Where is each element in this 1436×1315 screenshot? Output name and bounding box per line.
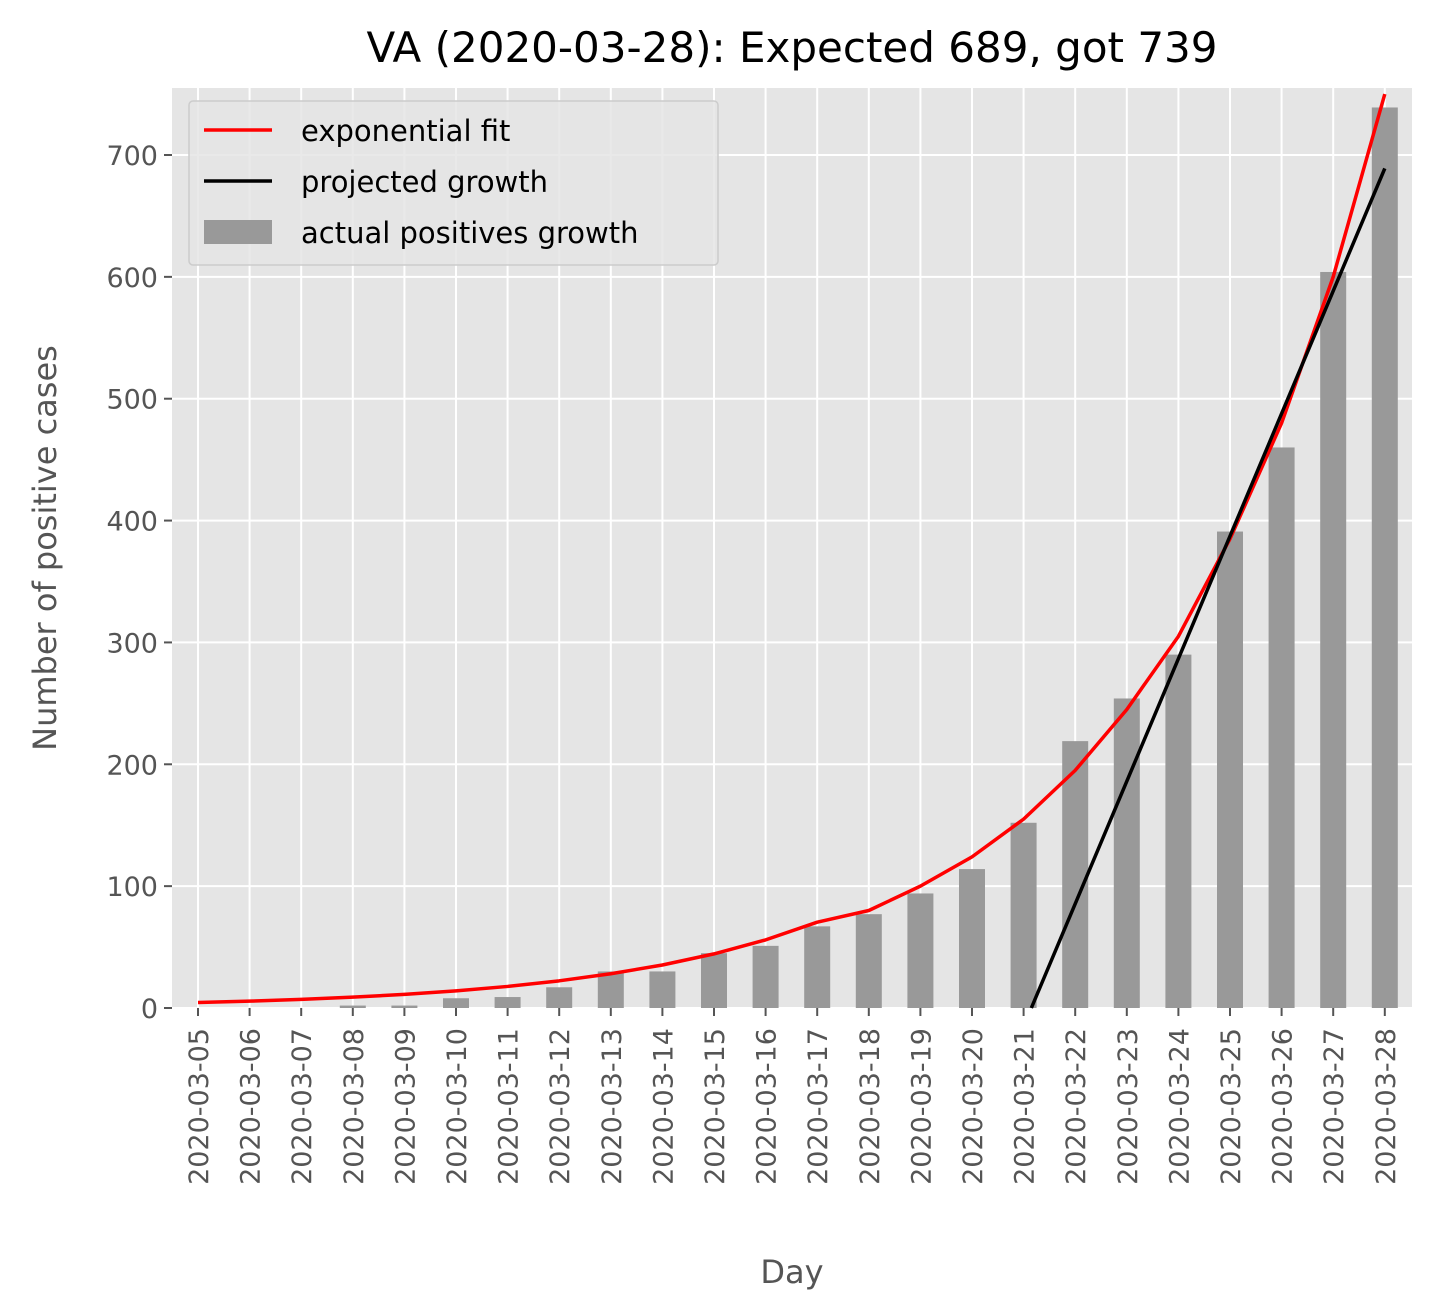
bar [1113, 698, 1140, 1008]
y-tick-label: 0 [141, 994, 158, 1025]
legend-label-actual-positives-growth: actual positives growth [301, 216, 639, 250]
bar [804, 926, 831, 1008]
exponential-fit-line [197, 93, 1387, 1005]
x-tick-label: 2020-03-16 [752, 1028, 783, 1185]
x-tick-label: 2020-03-23 [1113, 1028, 1144, 1185]
bar [1371, 107, 1398, 1009]
x-tick-label: 2020-03-19 [906, 1028, 937, 1185]
y-tick-label: 300 [106, 628, 158, 659]
legend: exponential fit projected growth actual … [188, 100, 719, 266]
x-axis-label: Day [760, 1253, 823, 1291]
bar [1010, 822, 1037, 1008]
x-tick-label: 2020-03-20 [958, 1028, 989, 1185]
x-tick-label: 2020-03-27 [1319, 1028, 1350, 1185]
bar [752, 945, 779, 1008]
y-tick-label: 700 [106, 141, 158, 172]
bar [959, 869, 985, 1008]
y-tick-label: 200 [106, 750, 158, 781]
line-series [197, 93, 1387, 1009]
x-tick-label: 2020-03-17 [803, 1028, 834, 1185]
x-tick-label: 2020-03-18 [855, 1028, 886, 1185]
y-axis-ticks: 0 100 200 300 400 500 600 700 [106, 141, 172, 1025]
bar [546, 987, 573, 1008]
x-tick-label: 2020-03-11 [494, 1028, 525, 1185]
x-tick-label: 2020-03-22 [1061, 1028, 1092, 1185]
bar [1165, 654, 1192, 1008]
x-tick-label: 2020-03-13 [597, 1028, 628, 1185]
bar [1268, 447, 1295, 1008]
x-tick-label: 2020-03-14 [648, 1028, 679, 1185]
legend-swatch-actual-positives-growth [204, 220, 272, 244]
bar [907, 893, 934, 1008]
x-tick-label: 2020-03-07 [287, 1028, 318, 1185]
x-tick-label: 2020-03-08 [339, 1028, 370, 1185]
bar [649, 971, 676, 1008]
x-tick-label: 2020-03-28 [1371, 1028, 1402, 1185]
legend-box [188, 100, 719, 266]
y-tick-label: 600 [106, 263, 158, 294]
bar [443, 998, 469, 1008]
legend-label-exponential-fit: exponential fit [301, 114, 510, 148]
bar [391, 1005, 418, 1008]
x-tick-label: 2020-03-24 [1164, 1028, 1195, 1185]
x-axis-ticks: 2020-03-05 2020-03-06 2020-03-07 2020-03-08… [184, 1008, 1402, 1185]
y-axis-label: Number of positive cases [26, 345, 64, 751]
x-tick-label: 2020-03-26 [1268, 1028, 1299, 1185]
bar-series [339, 107, 1398, 1009]
bar [494, 997, 521, 1008]
bar [1320, 271, 1347, 1008]
y-tick-label: 100 [106, 872, 158, 903]
x-tick-label: 2020-03-05 [184, 1028, 215, 1185]
bar [597, 971, 624, 1008]
x-tick-label: 2020-03-12 [545, 1028, 576, 1185]
x-tick-label: 2020-03-10 [442, 1028, 473, 1185]
x-tick-label: 2020-03-21 [1010, 1028, 1041, 1185]
legend-label-projected-growth: projected growth [301, 165, 548, 199]
x-tick-label: 2020-03-06 [236, 1028, 267, 1185]
bar [701, 953, 727, 1008]
bar [1062, 741, 1089, 1008]
x-tick-label: 2020-03-09 [390, 1028, 421, 1185]
bar [1217, 531, 1243, 1008]
y-tick-label: 500 [106, 385, 158, 416]
x-tick-label: 2020-03-15 [700, 1028, 731, 1185]
projected-growth-line [1029, 167, 1387, 1009]
x-tick-label: 2020-03-25 [1216, 1028, 1247, 1185]
chart-title: VA (2020-03-28): Expected 689, got 739 [367, 23, 1218, 72]
y-tick-label: 400 [106, 507, 158, 538]
bar [339, 1005, 366, 1008]
bar [855, 914, 882, 1008]
